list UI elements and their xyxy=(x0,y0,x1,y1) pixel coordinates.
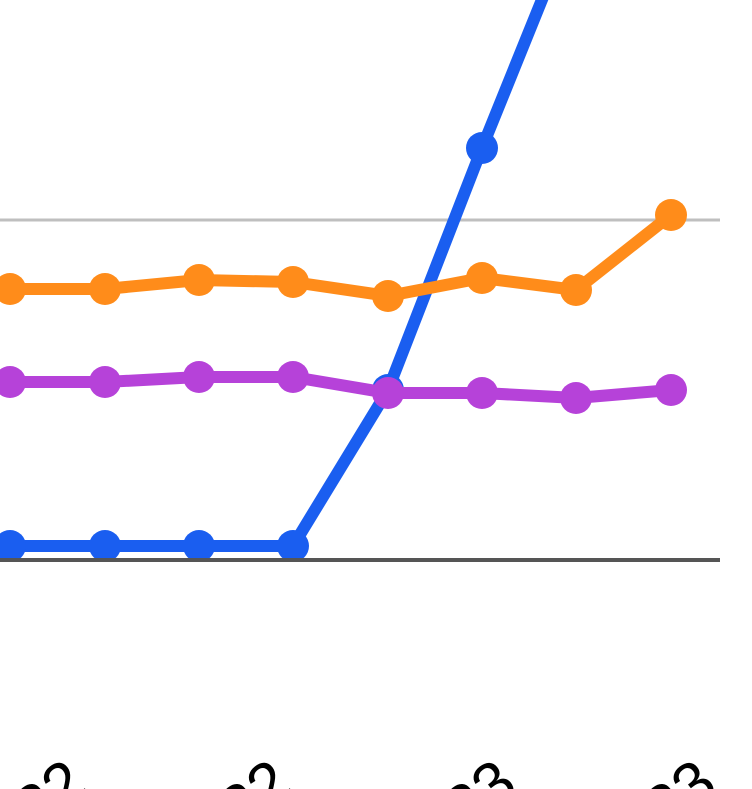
blue-series-marker xyxy=(277,530,309,562)
blue-series-marker xyxy=(466,132,498,164)
purple-series-marker xyxy=(372,377,404,409)
orange-series-marker xyxy=(89,273,121,305)
orange-series-marker xyxy=(277,266,309,298)
blue-series-marker xyxy=(89,530,121,562)
purple-series-marker xyxy=(560,382,592,414)
orange-series-marker xyxy=(560,274,592,306)
line-chart: 2022ber 2022ary 2023rch 2023 xyxy=(0,0,752,789)
purple-series-marker xyxy=(89,366,121,398)
orange-series-marker xyxy=(372,280,404,312)
blue-series-marker xyxy=(183,530,215,562)
orange-series-marker xyxy=(655,199,687,231)
orange-series-marker xyxy=(183,264,215,296)
orange-series-marker xyxy=(466,262,498,294)
purple-series-marker xyxy=(466,377,498,409)
chart-svg: 2022ber 2022ary 2023rch 2023 xyxy=(0,0,752,789)
purple-series-marker xyxy=(277,361,309,393)
purple-series-marker xyxy=(183,361,215,393)
purple-series-marker xyxy=(655,374,687,406)
